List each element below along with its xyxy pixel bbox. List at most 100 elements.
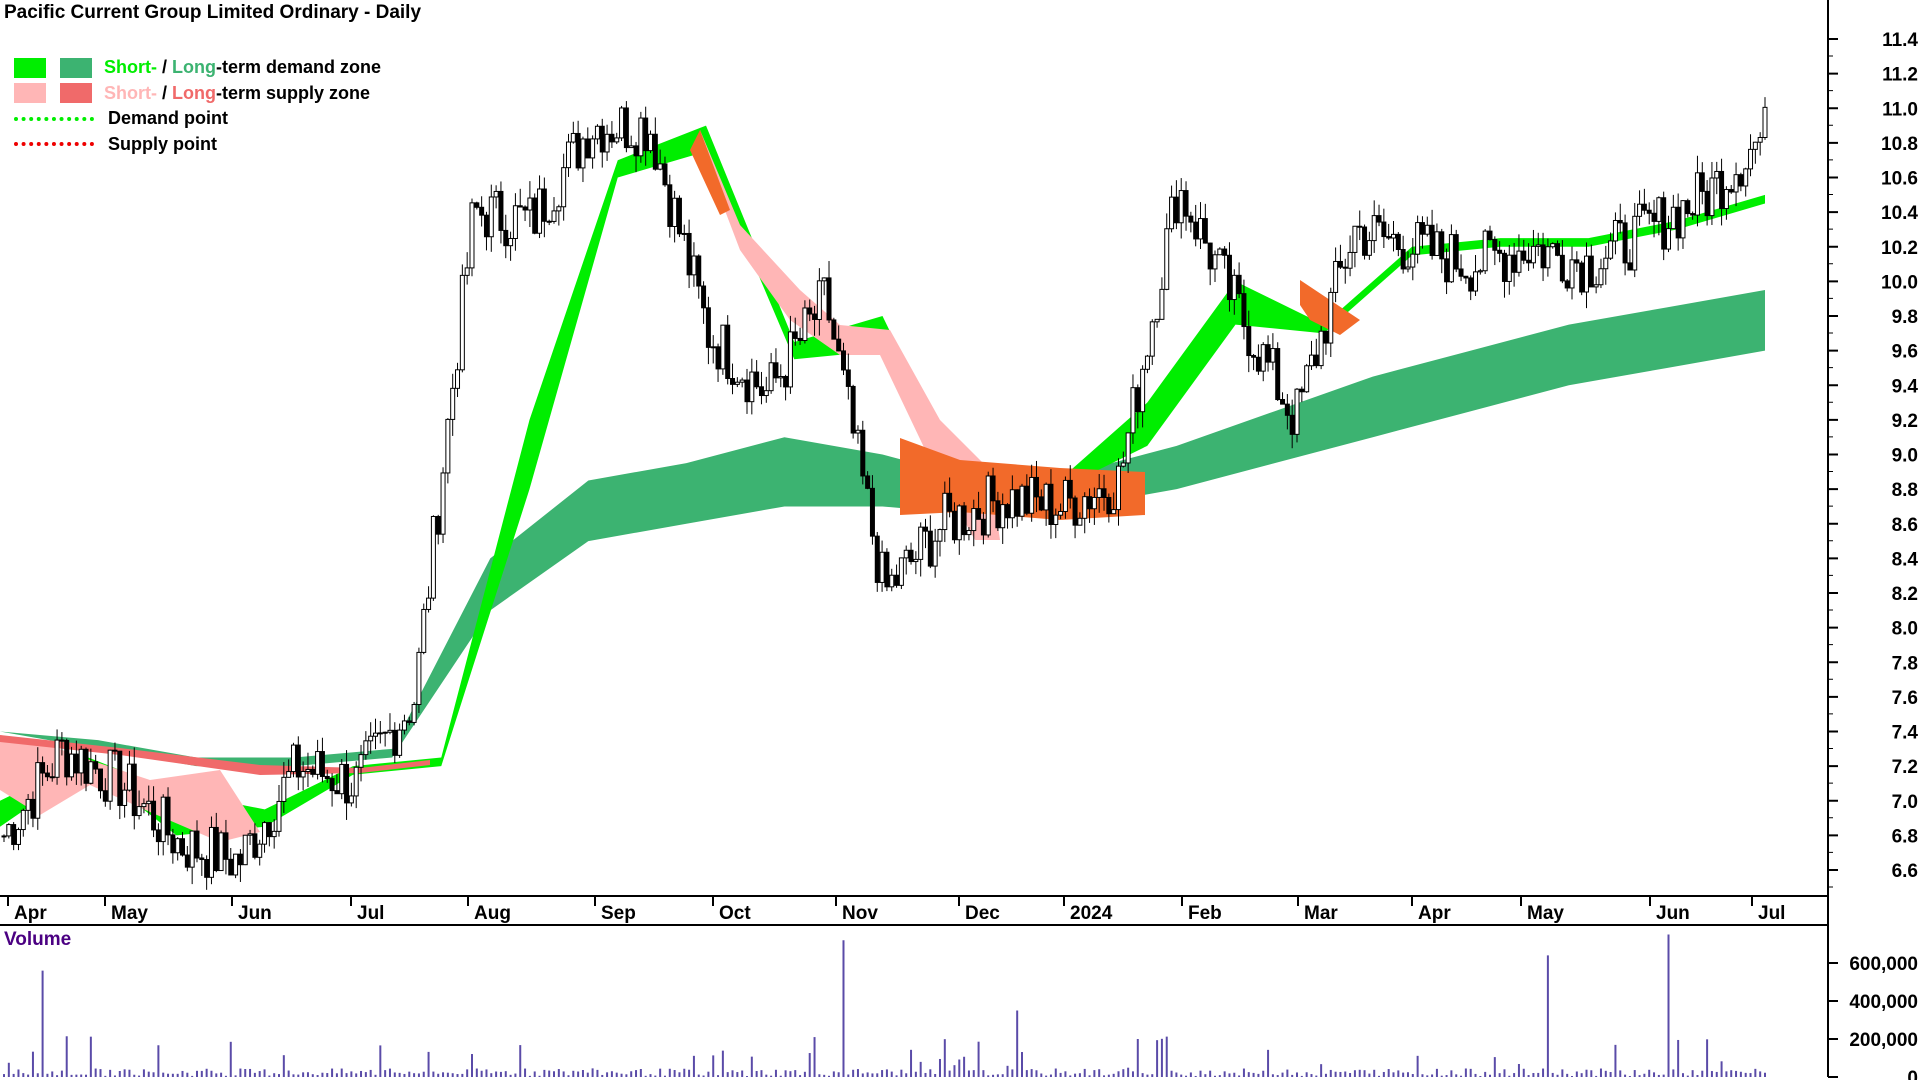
candle-body xyxy=(1140,368,1146,413)
candle-body xyxy=(160,796,166,843)
candle-body xyxy=(1458,268,1464,277)
candle-body xyxy=(1371,215,1377,242)
candle-body xyxy=(1641,203,1647,211)
candle-body xyxy=(1719,170,1725,210)
candle-body xyxy=(1666,228,1672,250)
price-tick-label: 9.6 xyxy=(1892,342,1918,363)
candle-body xyxy=(40,762,46,774)
candle-body xyxy=(368,735,374,742)
candle-body xyxy=(1588,255,1594,288)
candle-body xyxy=(1463,275,1469,279)
candle-body xyxy=(141,803,147,808)
price-tick-label: 7.2 xyxy=(1892,757,1918,778)
price-tick-label: 10.4 xyxy=(1881,203,1918,224)
price-tick-label: 10.0 xyxy=(1881,272,1918,293)
candle-body xyxy=(464,267,470,276)
candle-body xyxy=(1709,177,1715,217)
candle-body xyxy=(836,338,842,352)
candle-body xyxy=(1564,280,1570,289)
candle-body xyxy=(1694,172,1700,216)
candle-body xyxy=(1521,250,1527,261)
candle-body xyxy=(1482,230,1488,272)
price-tick-label: 11.4 xyxy=(1882,30,1918,51)
candle-body xyxy=(1651,212,1657,222)
candle-body xyxy=(1637,203,1643,217)
candle-body xyxy=(565,141,571,169)
candle-body xyxy=(25,798,31,811)
candle-body xyxy=(421,608,427,653)
candle-body xyxy=(30,798,36,819)
candle-body xyxy=(1680,200,1686,239)
candle-body xyxy=(305,768,311,773)
candle-body xyxy=(860,429,866,477)
candle-body xyxy=(879,551,885,583)
candle-body xyxy=(262,822,268,845)
candle-body xyxy=(1106,496,1112,515)
candle-body xyxy=(1410,253,1416,268)
candle-body xyxy=(493,190,499,198)
x-tick-label: Aug xyxy=(474,903,511,924)
candle-body xyxy=(1164,228,1170,290)
candle-body xyxy=(1670,206,1676,230)
candle-body xyxy=(1193,221,1199,240)
candle-body xyxy=(1506,254,1512,282)
candle-body xyxy=(1530,245,1536,264)
candle-body xyxy=(78,748,84,774)
volume-tick-label: 400,000 xyxy=(1849,992,1918,1013)
candle-body xyxy=(228,858,234,876)
candle-body xyxy=(792,331,798,339)
candle-body xyxy=(1714,170,1720,179)
candle-body xyxy=(932,540,938,567)
candle-body xyxy=(252,833,258,858)
price-tick-label: 8.2 xyxy=(1892,584,1918,605)
candle-body xyxy=(744,379,750,403)
candle-body xyxy=(797,337,803,341)
candle-body xyxy=(1748,148,1754,170)
candle-body xyxy=(1280,399,1286,405)
candle-body xyxy=(763,390,769,397)
candle-body xyxy=(1096,488,1102,498)
candle-body xyxy=(508,238,514,247)
demand-point-swatch xyxy=(14,116,94,121)
chart-frame xyxy=(0,0,1829,1077)
candle-body xyxy=(918,526,924,560)
candle-body xyxy=(372,732,378,737)
candle-body xyxy=(1603,257,1609,270)
candle-body xyxy=(676,197,682,235)
candle-body xyxy=(961,505,967,536)
candle-body xyxy=(1733,174,1739,193)
candle-body xyxy=(754,371,760,388)
candle-body xyxy=(1627,262,1633,271)
candle-body xyxy=(1699,172,1705,192)
candle-body xyxy=(951,510,957,541)
candle-body xyxy=(1656,197,1662,222)
candle-body xyxy=(445,418,451,474)
x-tick-label: 2024 xyxy=(1070,903,1113,924)
price-tick-label: 7.8 xyxy=(1892,653,1918,674)
legend-supply-zone: Short- / Long -term supply zone xyxy=(14,81,381,107)
candle-body xyxy=(1101,488,1107,498)
candle-body xyxy=(189,830,195,868)
candle-body xyxy=(628,145,634,149)
candle-body xyxy=(643,117,649,152)
candle-body xyxy=(831,319,837,340)
candle-body xyxy=(1091,496,1097,510)
candle-body xyxy=(1144,355,1150,370)
candle-body xyxy=(1125,432,1131,464)
candle-body xyxy=(1550,243,1556,248)
candle-body xyxy=(247,833,253,836)
candle-body xyxy=(1260,344,1266,372)
candle-body xyxy=(1265,344,1271,363)
x-tick-label: Jul xyxy=(357,903,384,924)
candle-body xyxy=(1424,224,1430,235)
candle-body xyxy=(1400,248,1406,270)
candle-body xyxy=(1308,354,1314,367)
candle-body xyxy=(392,729,398,756)
candle-body xyxy=(1043,483,1049,511)
candle-body xyxy=(604,133,610,153)
candle-body xyxy=(1318,330,1324,367)
price-tick-label: 7.6 xyxy=(1892,688,1918,709)
x-tick-label: Jun xyxy=(1656,903,1690,924)
candle-body xyxy=(730,378,736,385)
candle-body xyxy=(1434,231,1440,256)
